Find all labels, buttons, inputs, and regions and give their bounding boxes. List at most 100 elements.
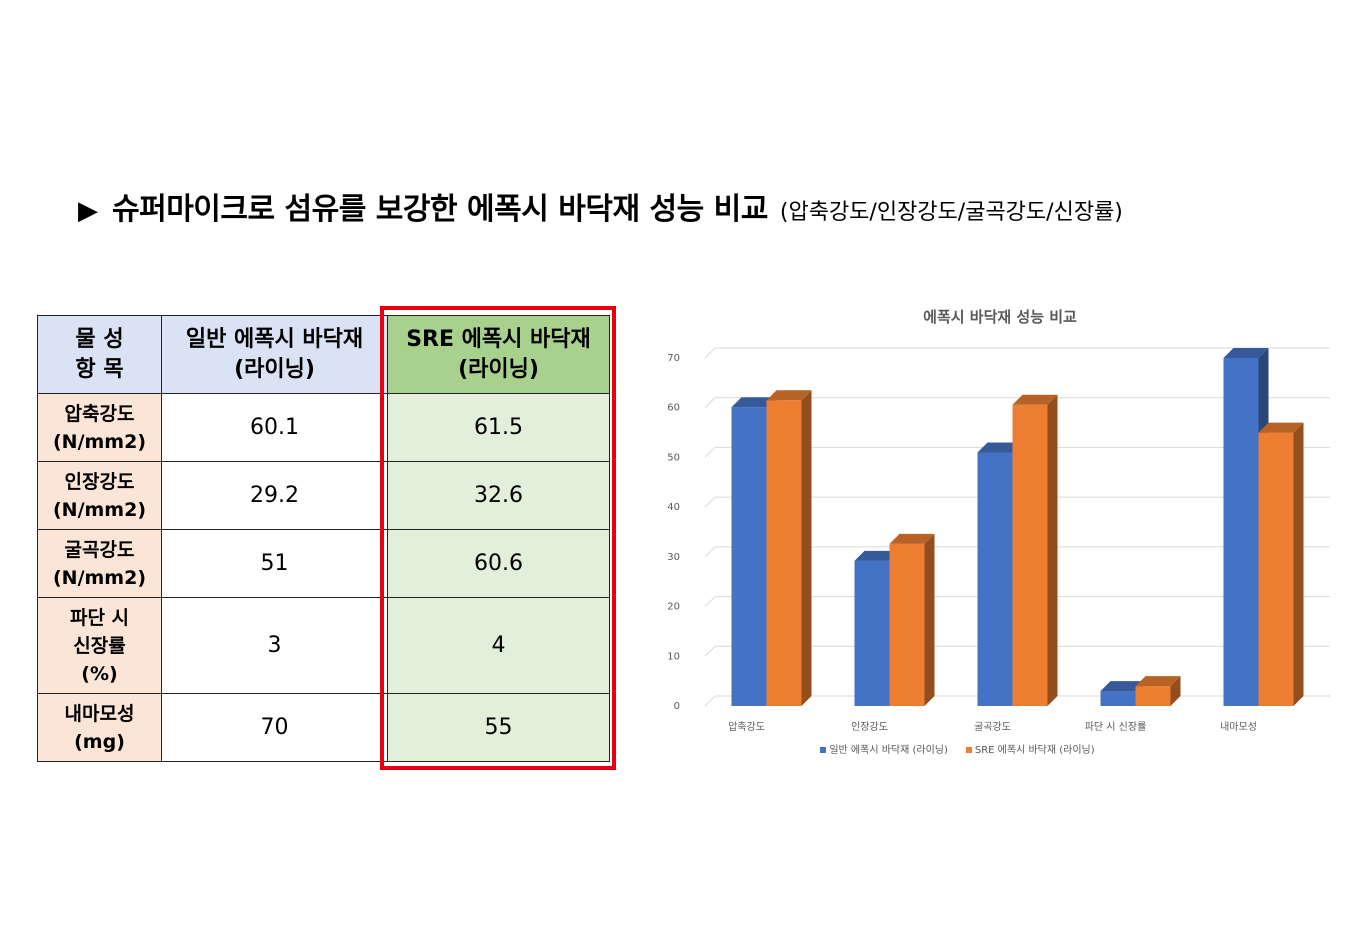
bar-1-top <box>1012 394 1058 405</box>
gridline-diagonal <box>704 496 716 508</box>
gridline-diagonal <box>704 546 716 558</box>
table-row: 인장강도 (N/mm2) 29.2 32.6 <box>37 461 610 530</box>
row-item-label: 굴곡강도 (N/mm2) <box>37 529 162 598</box>
chart-title: 에폭시 바닥재 성능 비교 <box>923 308 1077 326</box>
legend-swatch <box>820 747 827 753</box>
comparison-table: 물 성 항 목 일반 에폭시 바닥재 (라이닝) SRE 에폭시 바닥재 (라이… <box>37 315 610 762</box>
y-tick-label: 70 <box>667 353 680 364</box>
bar-1-side <box>1047 394 1058 706</box>
bar-1-side <box>801 390 812 706</box>
table-row: 내마모성 (mg) 70 55 <box>37 693 610 762</box>
header-general: 일반 에폭시 바닥재 (라이닝) <box>161 315 388 394</box>
row-item-line: 파단 시 <box>69 606 130 629</box>
row-item-line: 인장강도 <box>64 470 135 493</box>
bar-1-front <box>766 400 802 706</box>
general-value: 3 <box>161 597 388 694</box>
row-item-line: (N/mm2) <box>52 566 147 589</box>
general-value: 51 <box>161 529 388 598</box>
header-sre-line1: SRE 에폭시 바닥재 <box>406 326 591 352</box>
gridline-diagonal <box>704 447 716 458</box>
row-item-line: (mg) <box>74 730 125 753</box>
bar-0-top <box>1100 681 1146 692</box>
sre-value: 61.5 <box>387 393 610 462</box>
table-row: 파단 시 신장률 (%) 3 4 <box>37 597 610 694</box>
header-general-line2: (라이닝) <box>234 356 315 382</box>
bar-0-top <box>731 397 777 408</box>
row-item-line: 굴곡강도 <box>64 538 135 561</box>
gridline-diagonal <box>704 645 716 657</box>
row-item-line: 내마모성 <box>64 702 135 725</box>
table-header-row: 물 성 항 목 일반 에폭시 바닥재 (라이닝) SRE 에폭시 바닥재 (라이… <box>37 315 610 394</box>
bar-1-side <box>924 533 935 706</box>
y-tick-label: 30 <box>667 552 680 563</box>
bar-1-side <box>1293 422 1304 706</box>
x-tick-label: 굴곡강도 <box>974 721 1011 733</box>
arrow-icon: ▶ <box>78 196 98 226</box>
bar-0-front <box>731 407 767 706</box>
row-item-line: 압축강도 <box>64 402 135 425</box>
bar-1-side <box>1170 676 1181 706</box>
header-general-line1: 일반 에폭시 바닥재 <box>185 326 364 352</box>
gridline-diagonal <box>704 347 716 359</box>
y-tick-label: 20 <box>667 602 680 613</box>
header-item: 물 성 항 목 <box>37 315 162 394</box>
general-value: 29.2 <box>161 461 388 530</box>
bar-chart: 0 10 20 30 40 50 60 70 압축강도 인장강도 굴곡강도 파단 시 신장률 내마모성 <box>667 347 1330 733</box>
row-item-label: 내마모성 (mg) <box>37 693 162 762</box>
sre-value: 55 <box>387 693 610 762</box>
row-item-label: 인장강도 (N/mm2) <box>37 461 162 530</box>
header-sre-line2: (라이닝) <box>458 356 539 382</box>
bar-1-front <box>1012 404 1048 706</box>
y-tick-label: 60 <box>667 403 680 414</box>
general-value: 60.1 <box>161 393 388 462</box>
bar-1-front <box>889 543 925 706</box>
legend-label: 일반 에폭시 바닥재 (라이닝) <box>829 745 948 756</box>
x-tick-label: 인장강도 <box>851 721 888 733</box>
sre-value: 60.6 <box>387 529 610 598</box>
bar-0-front <box>1223 358 1259 706</box>
legend-swatch <box>965 747 972 753</box>
table-row: 압축강도 (N/mm2) 60.1 61.5 <box>37 393 610 462</box>
y-tick-label: 50 <box>667 452 680 463</box>
bar-1-top <box>1135 676 1181 687</box>
gridline-diagonal <box>704 397 716 409</box>
y-tick-label: 0 <box>674 701 680 712</box>
bar-1-top <box>889 533 935 544</box>
x-tick-label: 압축강도 <box>728 720 765 733</box>
bar-0-top <box>1223 348 1269 358</box>
sre-value: 32.6 <box>387 461 610 530</box>
bar-0-front <box>977 452 1013 706</box>
page-heading: ▶ 슈퍼마이크로 섬유를 보강한 에폭시 바닥재 성능 비교 (압축강도/인장강… <box>78 184 1123 232</box>
bar-0-top <box>977 442 1023 453</box>
heading-subtitle: (압축강도/인장강도/굴곡강도/신장률) <box>779 200 1123 225</box>
bar-1-top <box>766 390 812 401</box>
chart-legend: 일반 에폭시 바닥재 (라이닝) SRE 에폭시 바닥재 (라이닝) <box>640 741 1275 756</box>
sre-value: 4 <box>387 597 610 694</box>
header-item-line1: 물 성 <box>75 326 124 352</box>
bar-1-top <box>1258 422 1304 433</box>
row-item-label: 압축강도 (N/mm2) <box>37 393 162 462</box>
y-tick-label: 40 <box>667 502 680 513</box>
row-item-line: (N/mm2) <box>52 430 147 453</box>
legend-label: SRE 에폭시 바닥재 (라이닝) <box>974 745 1095 756</box>
bar-1-front <box>1258 432 1294 706</box>
row-item-line: 신장률 <box>73 634 126 657</box>
table-row: 굴곡강도 (N/mm2) 51 60.6 <box>37 529 610 598</box>
header-item-line2: 항 목 <box>75 356 124 382</box>
gridline-diagonal <box>704 596 716 607</box>
legend-item-general: 일반 에폭시 바닥재 (라이닝) <box>820 741 948 756</box>
row-item-line: (%) <box>81 662 118 685</box>
bar-1-front <box>1135 686 1171 706</box>
row-item-line: (N/mm2) <box>52 498 147 521</box>
x-tick-label: 내마모성 <box>1220 721 1257 733</box>
legend-item-sre: SRE 에폭시 바닥재 (라이닝) <box>965 741 1095 756</box>
general-value: 70 <box>161 693 388 762</box>
x-tick-label: 파단 시 신장률 <box>1085 721 1147 733</box>
row-item-label: 파단 시 신장률 (%) <box>37 597 162 694</box>
heading-title: 슈퍼마이크로 섬유를 보강한 에폭시 바닥재 성능 비교 <box>112 192 768 227</box>
bar-0-front <box>1100 691 1136 706</box>
header-sre: SRE 에폭시 바닥재 (라이닝) <box>387 315 610 394</box>
bar-0-front <box>854 560 890 706</box>
bar-0-top <box>854 550 900 561</box>
y-tick-label: 10 <box>667 651 680 662</box>
